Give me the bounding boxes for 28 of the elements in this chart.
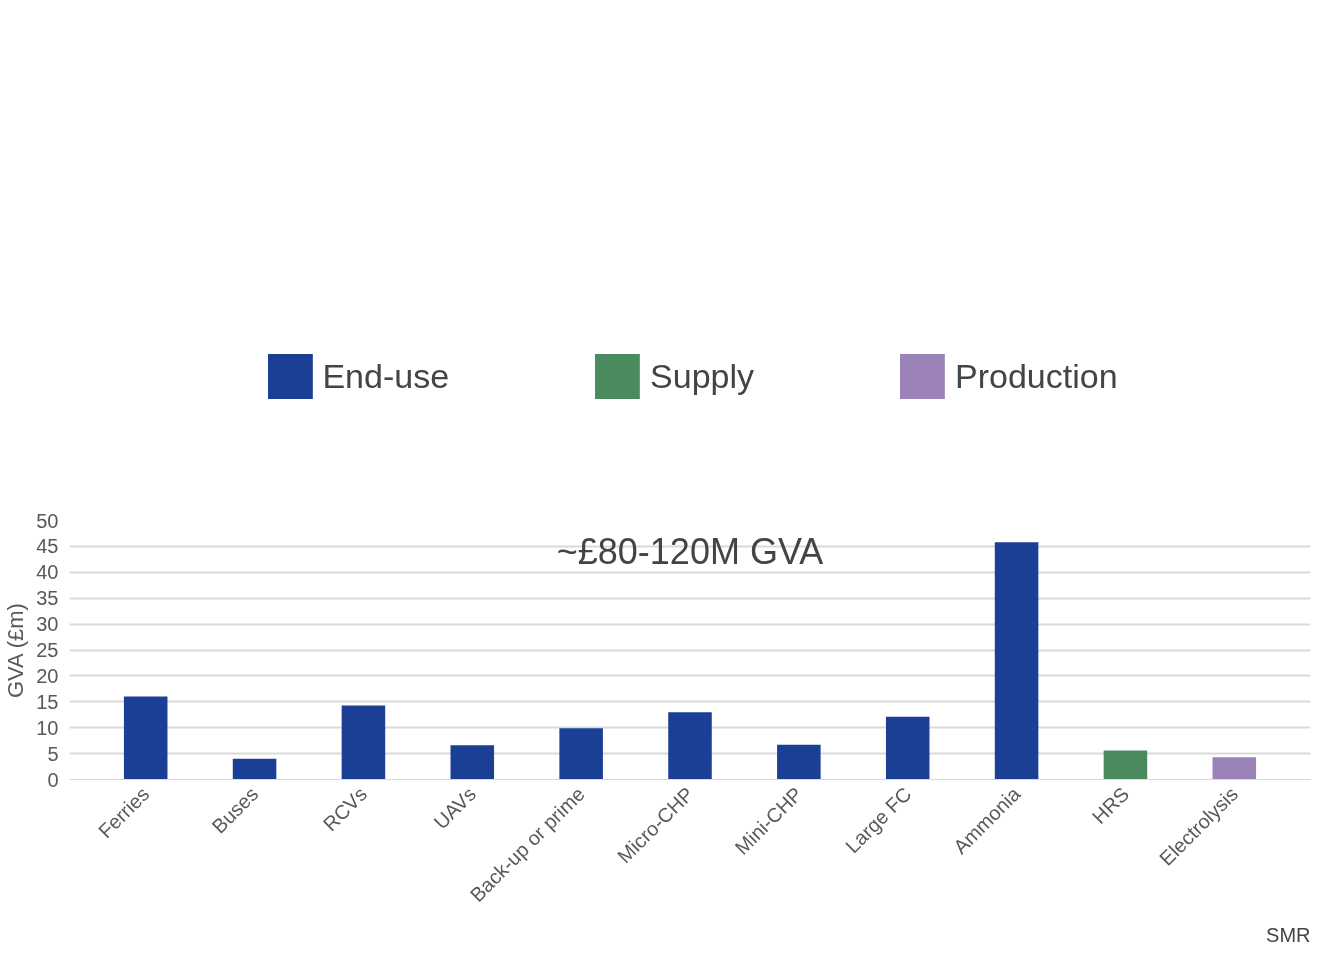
bar <box>123 696 168 780</box>
y-tick-label: 20 <box>36 664 59 687</box>
y-tick-label: 0 <box>47 768 59 791</box>
bar <box>450 745 495 780</box>
bar <box>341 705 386 780</box>
legend-label: Supply <box>650 356 755 396</box>
bar <box>1103 750 1148 780</box>
bar <box>885 716 930 780</box>
bar <box>559 728 603 780</box>
annotation: ~£80-120M GVA <box>556 531 824 573</box>
bar <box>994 542 1039 780</box>
bar <box>777 744 821 780</box>
y-tick-label: 25 <box>36 639 59 661</box>
y-axis-title: GVA (£m) <box>3 603 29 699</box>
y-tick-label: 50 <box>36 509 59 532</box>
legend-label: Production <box>955 356 1118 396</box>
y-tick-label: 30 <box>36 613 59 636</box>
y-tick-label: 15 <box>36 690 59 713</box>
y-tick-label: 5 <box>47 742 59 765</box>
y-tick-label: 45 <box>36 535 59 558</box>
legend-label: End-use <box>322 356 450 396</box>
bar <box>1212 757 1257 780</box>
bar <box>232 758 277 780</box>
y-tick-label: 40 <box>36 561 59 584</box>
text: SMR <box>1266 923 1311 946</box>
bar <box>668 712 712 780</box>
y-tick-label: 10 <box>36 716 59 739</box>
y-tick-label: 35 <box>36 587 59 610</box>
